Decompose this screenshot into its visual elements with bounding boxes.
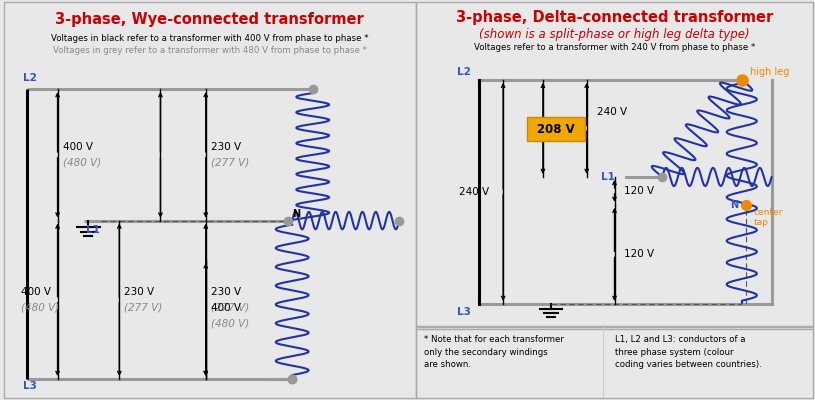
Text: L1: L1 xyxy=(601,172,615,182)
Text: 240 V: 240 V xyxy=(597,107,627,117)
Text: 400 V: 400 V xyxy=(211,303,240,313)
FancyBboxPatch shape xyxy=(527,117,584,141)
Text: 3-phase, Delta-connected transformer: 3-phase, Delta-connected transformer xyxy=(456,10,773,25)
Text: center
tap: center tap xyxy=(754,208,783,228)
Text: 120 V: 120 V xyxy=(624,186,654,196)
Text: 400 V: 400 V xyxy=(20,287,51,297)
Text: L3: L3 xyxy=(23,381,37,391)
Text: (shown is a split-phase or high leg delta type): (shown is a split-phase or high leg delt… xyxy=(479,28,750,41)
Text: L2: L2 xyxy=(23,73,37,83)
Text: N: N xyxy=(729,200,738,210)
Text: L2: L2 xyxy=(457,66,471,76)
Text: 400 V: 400 V xyxy=(63,142,93,152)
Text: (277 V): (277 V) xyxy=(211,158,249,168)
Text: (277 V): (277 V) xyxy=(211,303,249,313)
Text: (480 V): (480 V) xyxy=(20,303,59,313)
Text: Voltages refer to a transformer with 240 V from phase to phase *: Voltages refer to a transformer with 240… xyxy=(474,44,756,52)
Text: (480 V): (480 V) xyxy=(63,158,101,168)
Text: 208 V: 208 V xyxy=(537,123,575,136)
Text: 3-phase, Wye-connected transformer: 3-phase, Wye-connected transformer xyxy=(55,12,364,27)
Text: L1, L2 and L3: conductors of a
three phase system (colour
coding varies between : L1, L2 and L3: conductors of a three pha… xyxy=(615,335,761,369)
Text: N: N xyxy=(293,209,300,219)
Text: (480 V): (480 V) xyxy=(211,318,249,328)
Text: 240 V: 240 V xyxy=(459,187,489,197)
Text: (277 V): (277 V) xyxy=(124,303,162,313)
Text: 230 V: 230 V xyxy=(211,287,240,297)
Text: 230 V: 230 V xyxy=(124,287,154,297)
Text: L1: L1 xyxy=(86,224,100,234)
Text: * Note that for each transformer
only the secondary windings
are shown.: * Note that for each transformer only th… xyxy=(424,335,563,369)
Text: high leg: high leg xyxy=(750,66,789,76)
Text: 120 V: 120 V xyxy=(624,249,654,259)
Text: L3: L3 xyxy=(457,307,471,317)
Text: 230 V: 230 V xyxy=(211,142,240,152)
Text: Voltages in grey refer to a transformer with 480 V from phase to phase *: Voltages in grey refer to a transformer … xyxy=(53,46,367,55)
Text: Voltages in black refer to a transformer with 400 V from phase to phase *: Voltages in black refer to a transformer… xyxy=(51,34,368,43)
